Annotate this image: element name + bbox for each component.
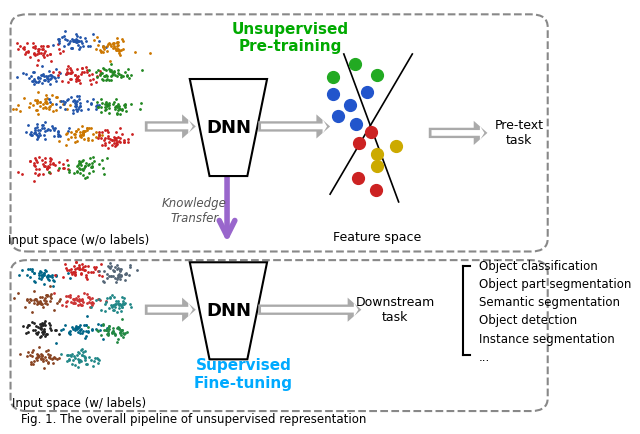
Polygon shape [431, 126, 484, 140]
Text: Unsupervised
Pre-training: Unsupervised Pre-training [232, 22, 349, 54]
Text: Object part segmentation: Object part segmentation [479, 278, 632, 291]
Polygon shape [145, 298, 196, 322]
Polygon shape [190, 79, 267, 176]
Text: Instance segmentation: Instance segmentation [479, 332, 615, 345]
Text: DNN: DNN [206, 302, 251, 320]
Text: Object detection: Object detection [479, 314, 577, 327]
Text: Feature space: Feature space [333, 231, 421, 244]
Text: ...: ... [479, 351, 490, 364]
Polygon shape [145, 115, 196, 138]
Text: Pre-text
task: Pre-text task [495, 119, 544, 147]
Text: Downstream
task: Downstream task [356, 296, 435, 324]
Text: Input space (w/ labels): Input space (w/ labels) [12, 397, 146, 410]
FancyBboxPatch shape [10, 14, 548, 251]
Polygon shape [261, 119, 327, 134]
Text: Input space (w/o labels): Input space (w/o labels) [8, 234, 150, 247]
Text: Fig. 1. The overall pipeline of unsupervised representation: Fig. 1. The overall pipeline of unsuperv… [22, 413, 367, 426]
Polygon shape [148, 302, 193, 317]
Polygon shape [190, 262, 267, 359]
Text: Supervised
Fine-tuning: Supervised Fine-tuning [194, 358, 293, 391]
Polygon shape [261, 302, 358, 317]
Polygon shape [148, 119, 193, 134]
Text: Knowledge
Transfer: Knowledge Transfer [162, 197, 227, 224]
Polygon shape [259, 298, 362, 322]
Text: Semantic segmentation: Semantic segmentation [479, 296, 620, 309]
Polygon shape [259, 115, 330, 138]
Polygon shape [429, 121, 488, 145]
FancyBboxPatch shape [10, 260, 548, 411]
Text: DNN: DNN [206, 118, 251, 137]
Text: Object classification: Object classification [479, 260, 598, 273]
